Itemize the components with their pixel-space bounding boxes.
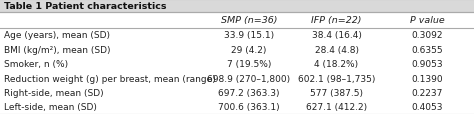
Text: 28.4 (4.8): 28.4 (4.8) — [315, 45, 358, 54]
Text: 0.4053: 0.4053 — [411, 102, 443, 111]
Text: SMP (n=36): SMP (n=36) — [220, 16, 277, 25]
Text: Reduction weight (g) per breast, mean (range): Reduction weight (g) per breast, mean (r… — [4, 74, 216, 83]
Text: 0.2237: 0.2237 — [411, 88, 443, 97]
Text: 602.1 (98–1,735): 602.1 (98–1,735) — [298, 74, 375, 83]
Text: 0.3092: 0.3092 — [411, 31, 443, 40]
Text: Smoker, n (%): Smoker, n (%) — [4, 60, 68, 69]
Text: 698.9 (270–1,800): 698.9 (270–1,800) — [207, 74, 291, 83]
Text: P value: P value — [410, 16, 445, 25]
Text: 627.1 (412.2): 627.1 (412.2) — [306, 102, 367, 111]
Text: 29 (4.2): 29 (4.2) — [231, 45, 266, 54]
Text: 0.6355: 0.6355 — [411, 45, 443, 54]
Text: 7 (19.5%): 7 (19.5%) — [227, 60, 271, 69]
Text: 0.9053: 0.9053 — [411, 60, 443, 69]
Text: BMI (kg/m²), mean (SD): BMI (kg/m²), mean (SD) — [4, 45, 110, 54]
Text: Left-side, mean (SD): Left-side, mean (SD) — [4, 102, 97, 111]
Text: IFP (n=22): IFP (n=22) — [311, 16, 362, 25]
Text: 33.9 (15.1): 33.9 (15.1) — [224, 31, 274, 40]
Text: Age (years), mean (SD): Age (years), mean (SD) — [4, 31, 110, 40]
Text: 577 (387.5): 577 (387.5) — [310, 88, 363, 97]
Text: 0.1390: 0.1390 — [411, 74, 443, 83]
Text: Table 1 Patient characteristics: Table 1 Patient characteristics — [4, 2, 166, 11]
Text: 697.2 (363.3): 697.2 (363.3) — [218, 88, 280, 97]
Text: Right-side, mean (SD): Right-side, mean (SD) — [4, 88, 103, 97]
Text: 38.4 (16.4): 38.4 (16.4) — [311, 31, 362, 40]
Text: 700.6 (363.1): 700.6 (363.1) — [218, 102, 280, 111]
Text: 4 (18.2%): 4 (18.2%) — [314, 60, 359, 69]
Bar — [0, 0, 474, 13]
